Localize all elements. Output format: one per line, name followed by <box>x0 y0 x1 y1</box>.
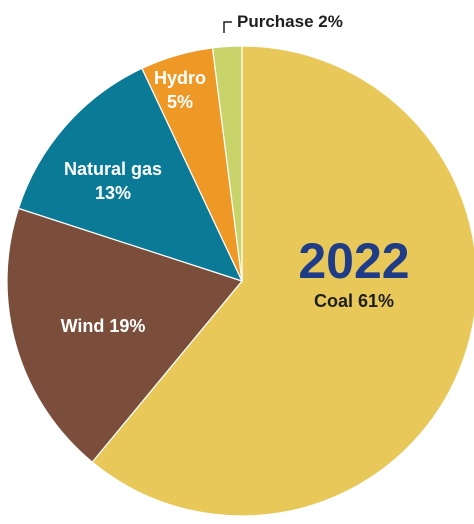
label-hydro-line1: Hydro <box>154 68 206 88</box>
label-hydro-line2: 5% <box>167 92 193 112</box>
chart-title: 2022 <box>298 233 409 289</box>
label-coal: Coal 61% <box>314 291 394 311</box>
purchase-callout-line <box>223 21 232 33</box>
pie-slices <box>6 45 474 517</box>
label-natural-gas-line1: Natural gas <box>64 159 162 179</box>
slice-wind <box>6 207 244 463</box>
label-wind: Wind 19% <box>61 316 146 336</box>
slice-coal <box>91 45 474 517</box>
label-natural-gas-line2: 13% <box>95 183 131 203</box>
slice-purchase <box>211 45 243 282</box>
label-purchase: Purchase 2% <box>237 12 343 31</box>
slice-natural-gas <box>17 67 244 282</box>
